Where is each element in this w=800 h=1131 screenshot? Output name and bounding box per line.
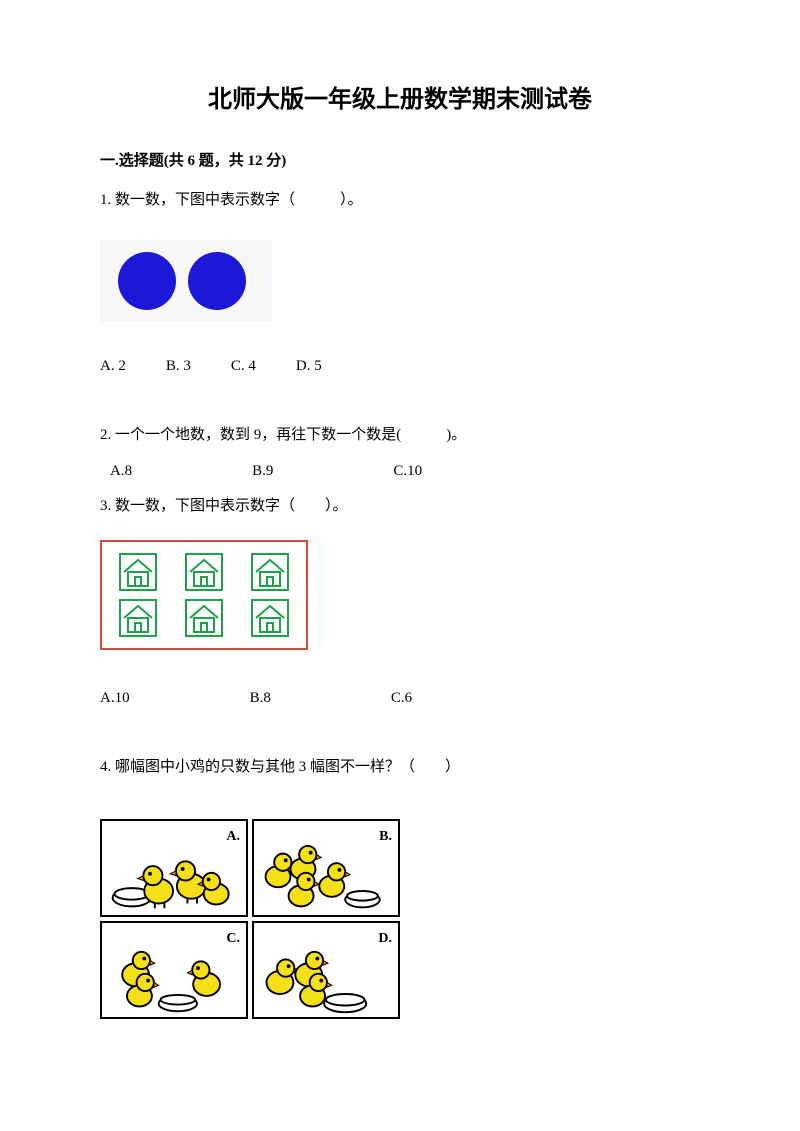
q4-panel-c[interactable]: C.	[100, 921, 248, 1019]
q4-figure: A. B. C.	[100, 819, 700, 1019]
q1-options: A. 2 B. 3 C. 4 D. 5	[100, 354, 700, 380]
q3-options: A.10 B.8 C.6	[100, 686, 700, 712]
q2-option-b[interactable]: B.9	[252, 459, 273, 485]
q3-option-c[interactable]: C.6	[391, 686, 412, 712]
circle-icon	[188, 252, 246, 310]
q4-panel-d[interactable]: D.	[252, 921, 400, 1019]
house-icon	[118, 552, 158, 592]
q3-text: 3. 数一数，下图中表示数字（ ）。	[100, 494, 700, 520]
house-icon	[184, 598, 224, 638]
house-icon	[118, 598, 158, 638]
q4-panel-a[interactable]: A.	[100, 819, 248, 917]
q2-options: A.8 B.9 C.10	[100, 459, 700, 485]
chicks-icon	[102, 923, 246, 1017]
q2-option-a[interactable]: A.8	[100, 459, 132, 485]
q2-text: 2. 一个一个地数，数到 9，再往下数一个数是( )。	[100, 423, 700, 449]
q1-option-d[interactable]: D. 5	[296, 354, 322, 380]
chicks-icon	[254, 923, 398, 1017]
q1-option-c[interactable]: C. 4	[231, 354, 256, 380]
q1-text: 1. 数一数，下图中表示数字（ ）。	[100, 188, 700, 214]
chicks-icon	[102, 821, 246, 915]
house-icon	[250, 598, 290, 638]
q1-option-a[interactable]: A. 2	[100, 354, 126, 380]
chicks-icon	[254, 821, 398, 915]
house-icon	[250, 552, 290, 592]
q1-figure	[100, 240, 272, 322]
q2-option-c[interactable]: C.10	[393, 459, 422, 485]
house-icon	[184, 552, 224, 592]
q4-panel-b[interactable]: B.	[252, 819, 400, 917]
page-title: 北师大版一年级上册数学期末测试卷	[100, 80, 700, 121]
q3-figure	[100, 540, 308, 650]
q1-option-b[interactable]: B. 3	[166, 354, 191, 380]
section-1-header: 一.选择题(共 6 题，共 12 分)	[100, 149, 700, 175]
q3-option-b[interactable]: B.8	[250, 686, 271, 712]
q4-text: 4. 哪幅图中小鸡的只数与其他 3 幅图不一样？（ ）	[100, 755, 700, 781]
q3-option-a[interactable]: A.10	[100, 686, 130, 712]
circle-icon	[118, 252, 176, 310]
